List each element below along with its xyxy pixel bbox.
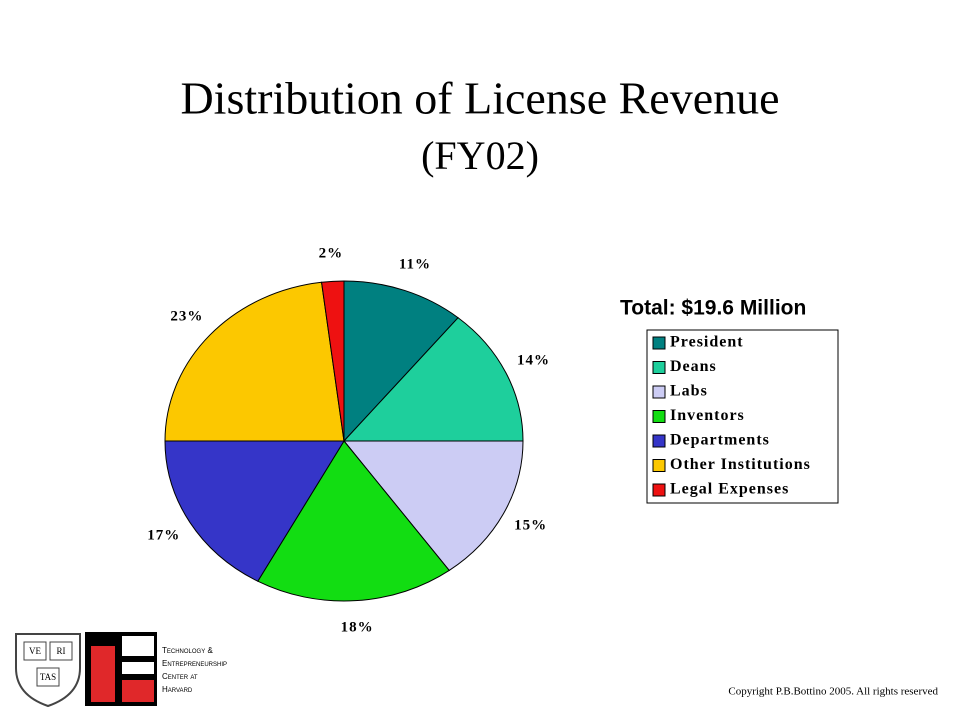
pie-slice [164, 440, 345, 582]
data-label: 15% [514, 517, 547, 533]
harvard-shield: VE RI TAS [15, 633, 81, 708]
legend-swatch [652, 336, 666, 350]
shield-text: VE [29, 646, 41, 656]
pie-slice [257, 440, 450, 602]
shield-text: RI [57, 646, 66, 656]
pie-slice [164, 281, 345, 442]
legend-label: Deans [670, 358, 717, 375]
logo-text: Center at [162, 672, 198, 681]
data-label: 14% [517, 353, 550, 369]
logo-text: Harvard [162, 685, 193, 694]
legend-label: Departments [670, 432, 770, 449]
legend-label: President [670, 334, 744, 351]
shield-text: TAS [40, 672, 56, 682]
pie-slice [320, 280, 345, 442]
data-label: 18% [341, 619, 374, 635]
legend-swatch [652, 434, 666, 448]
pie-slice [343, 280, 459, 443]
legend-label: Labs [670, 383, 708, 400]
tech-logo: Technology & Entrepreneurship Center at … [85, 632, 227, 706]
chart-title: Distribution of License Revenue [180, 73, 779, 124]
data-label: 11% [399, 256, 431, 272]
legend-swatch [652, 459, 666, 472]
legend-swatch [652, 385, 666, 399]
legend-swatch [652, 483, 666, 497]
legend: President Deans Labs Inventors Departments Ot… [652, 334, 811, 498]
copyright: Copyright P.B.Bottino 2005. All rights r… [728, 686, 938, 698]
pie-slice [342, 440, 524, 572]
data-label: 23% [170, 309, 203, 325]
legend-label: Legal Expenses [670, 481, 789, 498]
chart-subtitle: (FY02) [421, 133, 539, 178]
legend-swatch [652, 361, 666, 374]
legend-label: Other Institutions [670, 456, 811, 473]
logo-text: Entrepreneurship [162, 659, 227, 668]
pie-slice [342, 317, 524, 442]
logo-text: Technology & [162, 646, 213, 655]
legend-box [646, 329, 839, 504]
legend-label: Inventors [670, 407, 745, 424]
data-label: 2% [319, 246, 344, 262]
legend-title: Total: $19.6 Million [620, 297, 806, 320]
data-label: 17% [147, 528, 180, 544]
pie: 11% 14% 15% 18% 17% 23% 2% [147, 246, 550, 636]
legend-swatch [652, 410, 666, 423]
